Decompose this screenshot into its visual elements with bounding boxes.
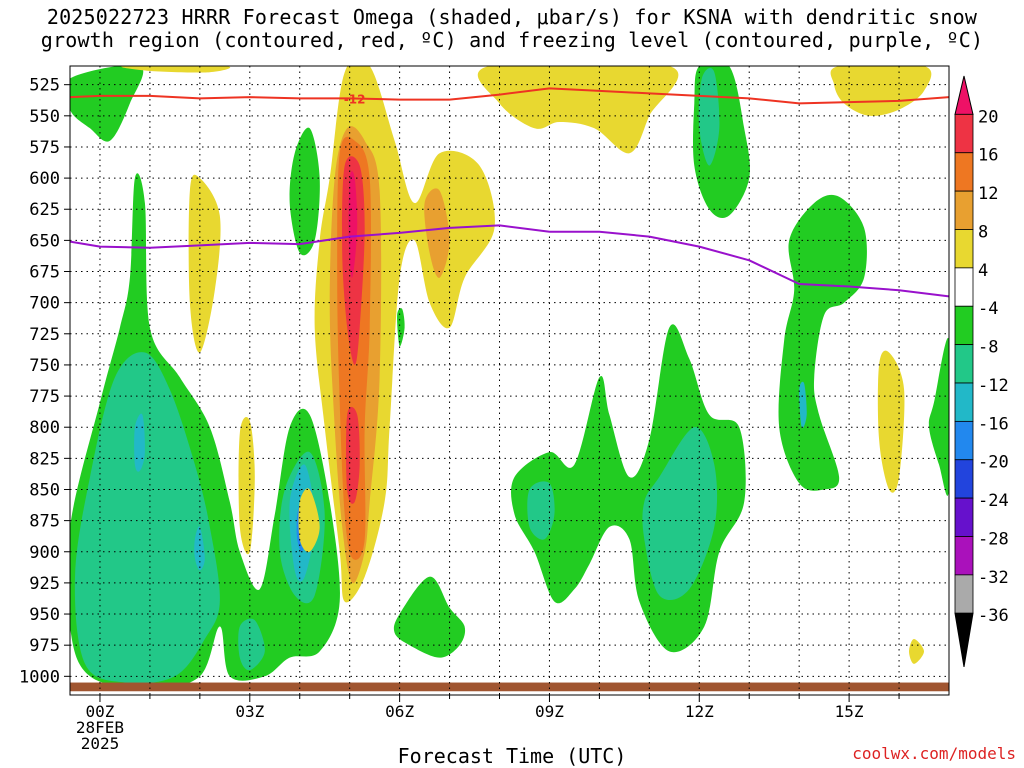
omega-region xyxy=(121,66,231,73)
colorbar-label: -24 xyxy=(978,491,1009,511)
colorbar-swatch xyxy=(954,382,974,422)
y-tick-label: 800 xyxy=(29,418,60,438)
omega-region xyxy=(909,639,924,664)
colorbar-label: 20 xyxy=(978,107,998,127)
omega-region xyxy=(830,66,932,117)
y-tick-label: 600 xyxy=(29,169,60,189)
omega-region xyxy=(778,194,867,491)
title-line-1: 2025022723 HRRR Forecast Omega (shaded, … xyxy=(46,5,978,29)
colorbar-label: -8 xyxy=(978,338,998,358)
y-tick-label: 850 xyxy=(29,480,60,500)
omega-region xyxy=(194,526,205,571)
y-tick-label: 575 xyxy=(29,138,60,158)
omega-region xyxy=(188,174,221,353)
colorbar-label: -4 xyxy=(978,299,998,319)
colorbar-swatch xyxy=(954,190,974,230)
omega-region xyxy=(877,350,905,493)
y-tick-label: 750 xyxy=(29,356,60,376)
colorbar-swatch xyxy=(954,497,974,537)
omega-region xyxy=(642,427,718,601)
y-tick-label: 525 xyxy=(29,76,60,96)
y-tick-label: 950 xyxy=(29,605,60,625)
colorbar-swatch xyxy=(954,459,974,499)
y-tick-label: 775 xyxy=(29,387,60,407)
x-axis-label: Forecast Time (UTC) xyxy=(397,744,627,768)
y-tick-label: 725 xyxy=(29,325,60,345)
colorbar-swatch xyxy=(954,267,974,307)
colorbar-top-arrow xyxy=(954,75,974,115)
colorbar-label: 8 xyxy=(978,222,988,242)
colorbar-swatch xyxy=(954,536,974,576)
y-tick-label: 700 xyxy=(29,294,60,314)
x-tick-label: 2025 xyxy=(81,734,120,753)
colorbar-swatch xyxy=(954,344,974,384)
colorbar-swatch xyxy=(954,574,974,614)
colorbar-swatch xyxy=(954,305,974,346)
colorbar-swatch xyxy=(954,113,974,154)
pressure-axis: 525 550 575 600 625 650 675 700 725 750 775 800 825 8… xyxy=(19,76,70,687)
x-tick-label: 06Z xyxy=(385,702,414,721)
omega-region xyxy=(298,488,320,553)
omega-region xyxy=(134,413,145,472)
omega-region xyxy=(477,66,679,154)
surface-band xyxy=(70,682,949,692)
colorbar-bottom-arrow xyxy=(954,612,974,668)
y-tick-label: 650 xyxy=(29,231,60,251)
colorbar-label: -16 xyxy=(978,414,1009,434)
chart-title: 2025022723 HRRR Forecast Omega (shaded, … xyxy=(0,6,1024,52)
y-tick-label: 550 xyxy=(29,107,60,127)
x-tick-label: 09Z xyxy=(535,702,564,721)
dgz-contour-label: -12 xyxy=(344,92,366,106)
colorbar-label: 4 xyxy=(978,261,988,281)
colorbar-label: -20 xyxy=(978,453,1009,473)
y-tick-label: 900 xyxy=(29,543,60,563)
y-tick-label: 875 xyxy=(29,512,60,532)
omega-region xyxy=(799,381,807,429)
freezing-level-line xyxy=(70,224,949,298)
omega-region xyxy=(70,66,144,142)
omega-shading-layer xyxy=(70,66,949,692)
colorbar-label: 12 xyxy=(978,184,998,204)
x-tick-label: 28FEB xyxy=(76,718,124,737)
colorbar-swatch xyxy=(954,152,974,192)
y-tick-label: 825 xyxy=(29,449,60,469)
omega-colorbar: 20 16 12 8 4 -4 -8 -12 -16 -20 -24 -28 -32 -36 xyxy=(954,75,1009,668)
y-tick-label: 925 xyxy=(29,574,60,594)
omega-region xyxy=(238,618,265,671)
contour-lines-layer: -12 xyxy=(70,87,949,298)
y-tick-label: 975 xyxy=(29,636,60,656)
colorbar-swatch xyxy=(954,229,974,269)
colorbar-label: -28 xyxy=(978,529,1009,549)
grid-layer xyxy=(70,66,949,695)
x-tick-label: 00Z xyxy=(86,702,115,721)
colorbar-label: -32 xyxy=(978,568,1009,588)
y-tick-label: 625 xyxy=(29,200,60,220)
omega-region xyxy=(348,171,358,278)
omega-region xyxy=(289,127,320,256)
dgz-contour-line xyxy=(70,87,949,105)
colorbar-label: -36 xyxy=(978,606,1009,626)
site-credit: coolwx.com/models xyxy=(852,744,1016,763)
omega-region xyxy=(698,68,720,166)
x-tick-label: 03Z xyxy=(235,702,264,721)
omega-region xyxy=(238,417,255,555)
omega-region xyxy=(132,517,165,590)
colorbar-label: 16 xyxy=(978,146,998,166)
title-line-2: growth region (contoured, red, ºC) and f… xyxy=(40,28,984,52)
omega-region xyxy=(928,337,949,496)
x-tick-label: 15Z xyxy=(835,702,864,721)
y-tick-label: 675 xyxy=(29,263,60,283)
plot-frame xyxy=(69,65,950,696)
colorbar-label: -12 xyxy=(978,376,1009,396)
omega-region xyxy=(424,188,450,278)
omega-region xyxy=(393,576,466,658)
omega-region xyxy=(397,308,405,347)
colorbar-swatch xyxy=(954,420,974,461)
omega-region xyxy=(527,481,555,540)
y-tick-label: 1000 xyxy=(19,667,60,687)
x-tick-label: 12Z xyxy=(685,702,714,721)
